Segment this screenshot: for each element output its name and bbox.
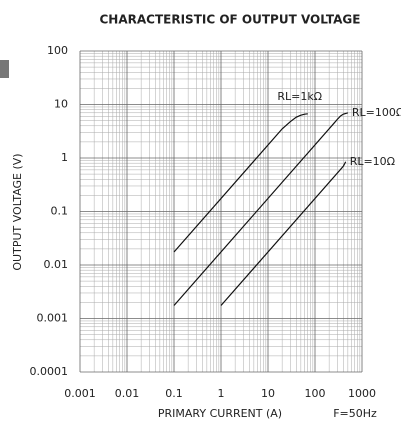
chart-title: CHARACTERISTIC OF OUTPUT VOLTAGE — [100, 13, 361, 27]
x-tick-label: 10 — [261, 387, 275, 400]
x-tick-label: 0.1 — [165, 387, 183, 400]
x-tick-label: 0.001 — [64, 387, 96, 400]
y-axis-label: OUTPUT VOLTAGE (V) — [11, 153, 24, 270]
series-line — [220, 161, 347, 306]
series-label: RL=1kΩ — [277, 90, 322, 103]
y-tick-label: 0.01 — [44, 258, 69, 271]
x-tick-label: 0.01 — [115, 387, 140, 400]
y-tick-label: 10 — [54, 98, 68, 111]
y-tick-label: 1 — [61, 151, 68, 164]
y-tick-label: 100 — [47, 44, 68, 57]
series-label: RL=100Ω — [352, 106, 401, 119]
x-axis-label: PRIMARY CURRENT (A) — [158, 407, 282, 420]
cropped-image — [0, 60, 9, 78]
x-tick-label: 100 — [305, 387, 326, 400]
annotation: F=50Hz — [333, 407, 377, 420]
y-tick-label: 0.001 — [37, 312, 69, 325]
series-line — [173, 113, 308, 253]
y-tick-label: 0.0001 — [30, 365, 69, 378]
y-tick-label: 0.1 — [51, 205, 69, 218]
x-tick-label: 1 — [218, 387, 225, 400]
x-tick-label: 1000 — [348, 387, 376, 400]
series-label: RL=10Ω — [350, 155, 395, 168]
series-line — [173, 112, 349, 306]
